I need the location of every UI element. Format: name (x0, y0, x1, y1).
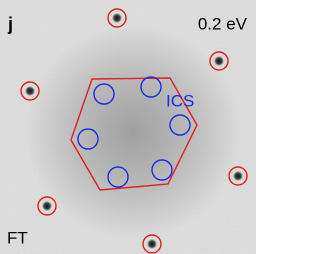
panel-label: j (7, 14, 13, 34)
peak (214, 56, 224, 66)
peak (233, 171, 243, 181)
energy-label: 0.2 eV (198, 14, 248, 33)
peak (112, 13, 122, 23)
peak (147, 239, 157, 249)
ics-label: ICS (166, 91, 194, 110)
ft-figure-panel: j 0.2 eV ICS FT (0, 0, 256, 254)
peak (25, 86, 35, 96)
mode-label: FT (7, 228, 28, 247)
peak (42, 201, 52, 211)
image-noise (0, 0, 256, 254)
